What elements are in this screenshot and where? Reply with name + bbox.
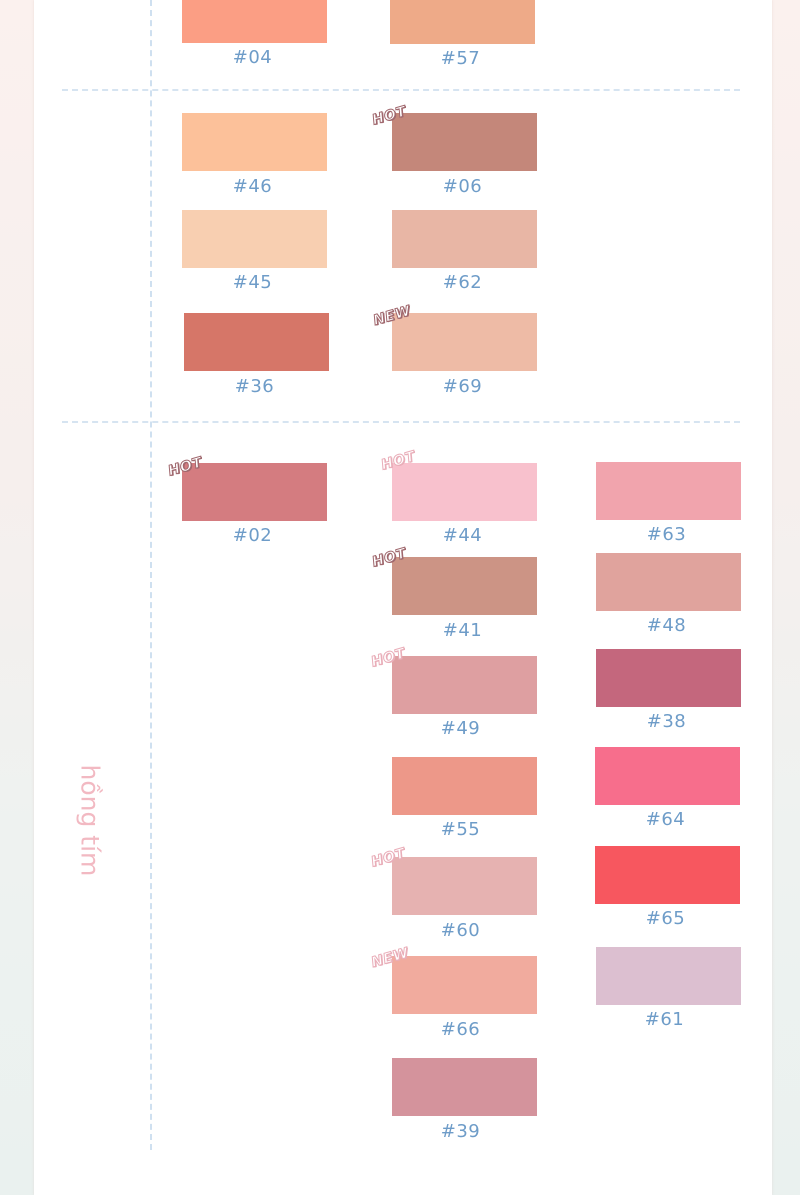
swatch-label-61: #61 xyxy=(644,1009,685,1030)
swatch-36[interactable] xyxy=(184,313,329,371)
swatch-label-38: #38 xyxy=(646,711,687,732)
swatch-45[interactable] xyxy=(182,210,327,268)
vertical-divider xyxy=(150,0,152,1150)
swatch-label-41: #41 xyxy=(442,620,483,641)
swatch-label-39: #39 xyxy=(440,1121,481,1142)
swatch-label-57: #57 xyxy=(440,48,481,69)
swatch-63[interactable] xyxy=(596,462,741,520)
swatch-65[interactable] xyxy=(595,846,740,904)
swatch-57[interactable] xyxy=(390,0,535,44)
section-divider-2 xyxy=(62,421,740,423)
swatch-label-48: #48 xyxy=(646,615,687,636)
swatch-label-02: #02 xyxy=(232,525,273,546)
swatch-06[interactable] xyxy=(392,113,537,171)
swatch-label-45: #45 xyxy=(232,272,273,293)
swatch-02[interactable] xyxy=(182,463,327,521)
swatch-label-46: #46 xyxy=(232,176,273,197)
swatch-label-66: #66 xyxy=(440,1019,481,1040)
swatch-49[interactable] xyxy=(392,656,537,714)
swatch-48[interactable] xyxy=(596,553,741,611)
swatch-44[interactable] xyxy=(392,463,537,521)
swatch-label-55: #55 xyxy=(440,819,481,840)
swatch-55[interactable] xyxy=(392,757,537,815)
swatch-label-63: #63 xyxy=(646,524,687,545)
section-divider-1 xyxy=(62,89,740,91)
swatch-label-64: #64 xyxy=(645,809,686,830)
swatch-label-04: #04 xyxy=(232,47,273,68)
swatch-label-36: #36 xyxy=(234,376,275,397)
swatch-04[interactable] xyxy=(182,0,327,43)
swatch-41[interactable] xyxy=(392,557,537,615)
swatch-label-44: #44 xyxy=(442,525,483,546)
swatch-label-49: #49 xyxy=(440,718,481,739)
swatch-61[interactable] xyxy=(596,947,741,1005)
swatch-46[interactable] xyxy=(182,113,327,171)
swatch-62[interactable] xyxy=(392,210,537,268)
swatch-38[interactable] xyxy=(596,649,741,707)
swatch-label-65: #65 xyxy=(645,908,686,929)
swatch-label-69: #69 xyxy=(442,376,483,397)
swatch-69[interactable] xyxy=(392,313,537,371)
swatch-label-06: #06 xyxy=(442,176,483,197)
swatch-label-60: #60 xyxy=(440,920,481,941)
group-label-pink-purple: hồng tím xyxy=(75,764,105,877)
swatch-39[interactable] xyxy=(392,1058,537,1116)
swatch-60[interactable] xyxy=(392,857,537,915)
swatch-64[interactable] xyxy=(595,747,740,805)
swatch-66[interactable] xyxy=(392,956,537,1014)
swatch-label-62: #62 xyxy=(442,272,483,293)
